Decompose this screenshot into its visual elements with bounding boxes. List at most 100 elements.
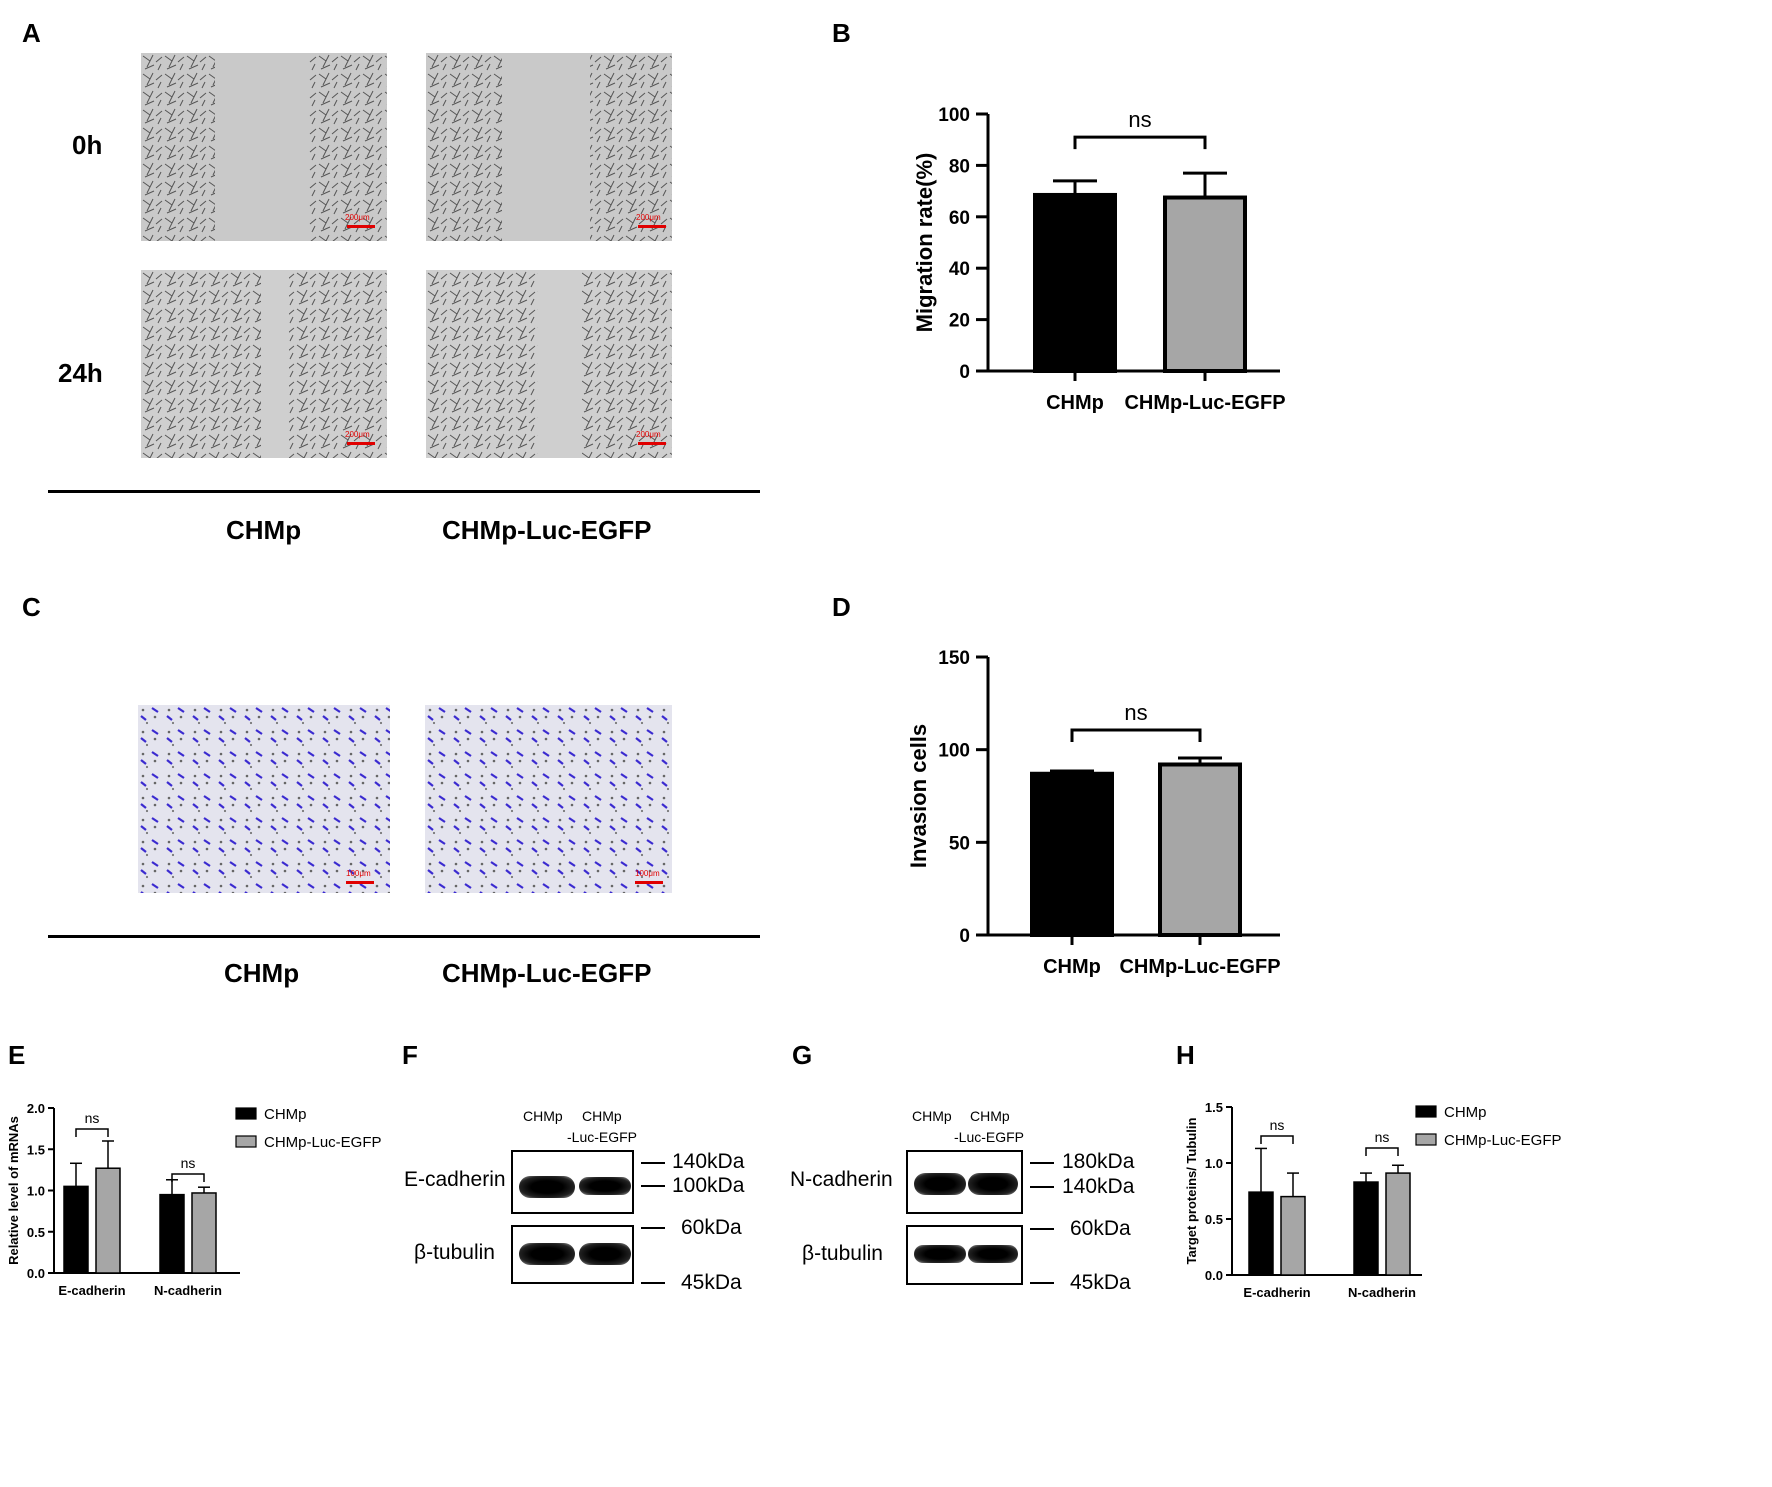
wound-image-luc-0h: 200μm — [426, 53, 672, 241]
panel-label-g: G — [792, 1040, 813, 1070]
mw-marker-tick — [1030, 1228, 1054, 1230]
y-tick-label: 1.5 — [1205, 1100, 1223, 1115]
significance-bracket — [1070, 728, 1202, 743]
y-tick-label: 80 — [949, 156, 970, 177]
significance-bracket — [75, 1128, 109, 1137]
divider-line — [48, 490, 760, 493]
panel-label-b: B — [832, 18, 851, 48]
scale-bar-label: 200μm — [636, 213, 661, 222]
lane-label-luc-suffix: -Luc-EGFP — [567, 1129, 638, 1145]
group-label-luc: CHMp-Luc-EGFP — [442, 515, 652, 545]
legend-swatch — [235, 1107, 257, 1120]
scale-bar-label: 100μm — [635, 869, 660, 878]
y-axis-label: Invasion cells — [906, 724, 931, 868]
mw-label: 140kDa — [672, 1150, 745, 1173]
bar — [1353, 1181, 1379, 1276]
wound-image-svg — [426, 270, 672, 458]
lane-label-chmp: CHMp — [912, 1108, 952, 1124]
mw-label: 60kDa — [1070, 1217, 1131, 1240]
significance-bracket — [171, 1173, 205, 1182]
mw-marker-tick — [641, 1185, 665, 1187]
y-axis-label: Migration rate(%) — [912, 153, 937, 333]
significance-bracket — [1073, 135, 1207, 150]
significance-bracket — [1260, 1135, 1294, 1144]
blot-target-ncadherin: N-cadherin — [790, 1168, 893, 1191]
western-blot-ecadherin — [511, 1150, 634, 1214]
bar — [1248, 1191, 1274, 1276]
group-label-chmp: CHMp — [224, 958, 300, 988]
wound-image-chmp-0h: 200μm — [141, 53, 387, 241]
panel-label-h: H — [1176, 1040, 1195, 1070]
bar — [1385, 1172, 1411, 1276]
wound-image-svg — [141, 53, 387, 241]
lane-label-chmp: CHMp — [523, 1108, 563, 1124]
legend-label: CHMp — [1444, 1104, 1487, 1121]
legend-swatch — [1415, 1133, 1437, 1146]
x-tick-label: E-cadherin — [58, 1283, 125, 1298]
x-tick-label: N-cadherin — [154, 1283, 222, 1298]
bar — [1280, 1195, 1306, 1276]
bar — [1163, 195, 1247, 374]
blot-band — [968, 1173, 1018, 1195]
mw-marker-tick — [1030, 1162, 1054, 1164]
lane-label-luc-suffix: -Luc-EGFP — [954, 1129, 1025, 1145]
significance-label: ns — [1128, 107, 1151, 132]
wound-image-svg — [426, 53, 672, 241]
legend-label: CHMp — [264, 1106, 307, 1123]
y-tick-label: 0 — [959, 926, 970, 947]
y-axis-label: Relative level of mRNAs — [6, 1116, 21, 1265]
mw-label: 140kDa — [1062, 1175, 1135, 1198]
mw-marker-tick — [1030, 1282, 1054, 1284]
panel-label-c: C — [22, 592, 41, 622]
blot-band — [968, 1245, 1018, 1263]
mw-label: 180kDa — [1062, 1150, 1135, 1173]
wound-image-chmp-24h: 200μm — [141, 270, 387, 458]
legend-label: CHMp-Luc-EGFP — [264, 1134, 382, 1151]
y-tick-label: 1.5 — [27, 1142, 45, 1157]
mw-label: 45kDa — [681, 1271, 742, 1294]
y-tick-label: 0.5 — [27, 1225, 45, 1240]
scale-bar-label: 100μm — [346, 869, 371, 878]
scale-bar-label: 200μm — [345, 213, 370, 222]
bar — [1158, 762, 1242, 937]
x-tick-label: N-cadherin — [1348, 1285, 1416, 1300]
group-label-luc: CHMp-Luc-EGFP — [442, 958, 652, 988]
bar — [1033, 192, 1117, 373]
mw-label: 60kDa — [681, 1216, 742, 1239]
y-tick-label: 100 — [938, 105, 970, 126]
lane-label-luc: CHMp — [970, 1108, 1010, 1124]
blot-band — [519, 1176, 575, 1198]
bar — [63, 1185, 89, 1274]
bar-chart-mrna: 0.0 0.5 1.0 1.5 2.0 Relative level of mRNAs E-… — [6, 1101, 382, 1298]
y-tick-label: 150 — [938, 648, 970, 669]
blot-target-tubulin: β-tubulin — [414, 1241, 495, 1264]
mw-marker-tick — [641, 1282, 665, 1284]
x-tick-label: E-cadherin — [1243, 1285, 1310, 1300]
divider-line — [48, 935, 760, 938]
bar-chart-protein: 0.0 0.5 1.0 1.5 Target proteins/ Tubulin E-ca… — [1184, 1100, 1562, 1300]
scale-bar-label: 200μm — [636, 430, 661, 439]
wound-image-svg — [141, 270, 387, 458]
panel-label-a: A — [22, 18, 41, 48]
x-tick-label: CHMp-Luc-EGFP — [1124, 392, 1285, 414]
bar — [191, 1192, 217, 1274]
blot-target-tubulin: β-tubulin — [802, 1242, 883, 1265]
y-tick-label: 0.0 — [1205, 1268, 1223, 1283]
legend-label: CHMp-Luc-EGFP — [1444, 1132, 1562, 1149]
y-tick-label: 100 — [938, 741, 970, 762]
mw-label: 100kDa — [672, 1174, 745, 1197]
significance-bracket — [1365, 1147, 1399, 1156]
significance-label: ns — [1270, 1117, 1285, 1133]
y-tick-label: 0 — [959, 362, 970, 383]
y-tick-label: 0.0 — [27, 1266, 45, 1281]
bar — [95, 1167, 121, 1274]
y-tick-label: 1.0 — [1205, 1156, 1223, 1171]
significance-label: ns — [85, 1110, 100, 1126]
mw-label: 45kDa — [1070, 1271, 1131, 1294]
bar-chart-invasion: 0 50 100 150 Invasion cells CHMp CHMp-Luc-EGFP… — [906, 648, 1281, 978]
mw-marker-tick — [1030, 1186, 1054, 1188]
panel-label-d: D — [832, 592, 851, 622]
significance-label: ns — [1375, 1129, 1390, 1145]
western-blot-ncadherin — [906, 1150, 1023, 1214]
transwell-image-svg — [425, 705, 672, 893]
